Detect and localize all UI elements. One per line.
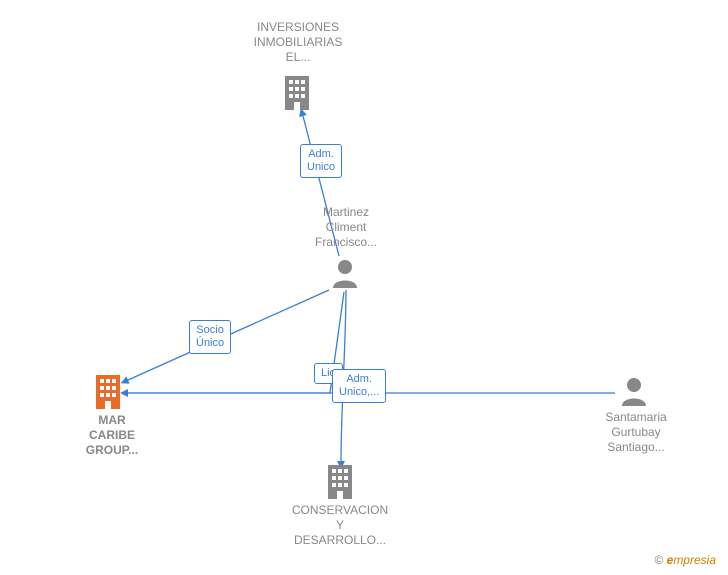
edge-label-socio-unico: Socio Único <box>189 320 231 354</box>
person-icon-santamaria[interactable] <box>620 376 648 406</box>
brand-rest: mpresia <box>673 553 716 567</box>
node-label-mar-caribe: MAR CARIBE GROUP... <box>72 413 152 458</box>
brand: empresia <box>667 553 716 567</box>
edge-label-adm-unico-top: Adm. Unico <box>300 144 342 178</box>
edge-label-adm-unico-mid: Adm. Unico,... <box>332 369 386 403</box>
node-label-inversiones: INVERSIONES INMOBILIARIAS EL... <box>243 20 353 65</box>
building-icon-mar-caribe[interactable] <box>93 373 123 409</box>
node-label-martinez: Martinez Climent Francisco... <box>306 205 386 250</box>
copyright: © empresia <box>654 553 716 567</box>
building-icon-conservacion[interactable] <box>325 463 355 499</box>
edges-layer <box>0 0 728 575</box>
copyright-symbol: © <box>654 553 663 567</box>
node-label-santamaria: Santamaria Gurtubay Santiago... <box>591 410 681 455</box>
person-icon-martinez[interactable] <box>331 258 359 288</box>
node-label-conservacion: CONSERVACION Y DESARROLLO... <box>280 503 400 548</box>
building-icon-inversiones[interactable] <box>282 74 312 110</box>
